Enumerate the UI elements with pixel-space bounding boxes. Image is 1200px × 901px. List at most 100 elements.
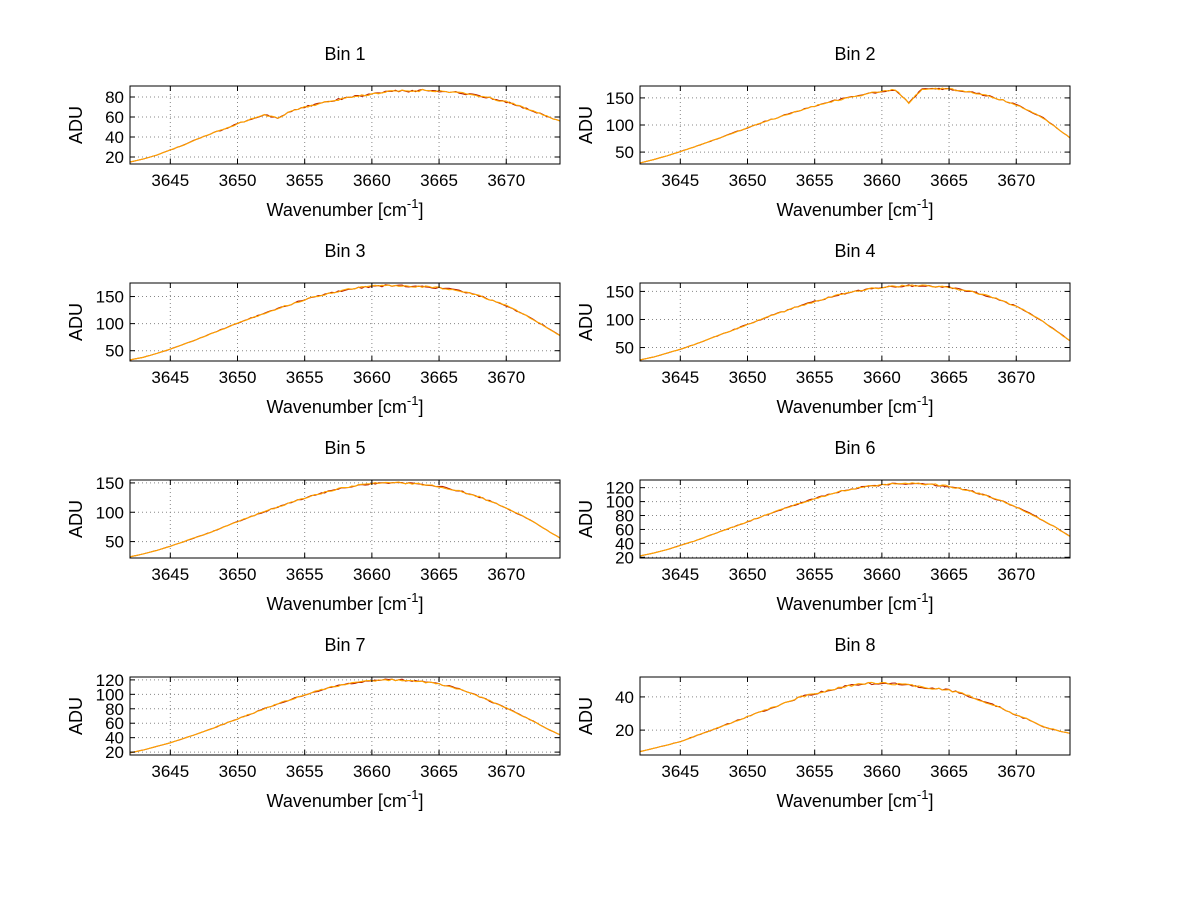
plot-box: 3645 3650 3655 3660 3665 3670 50 100 150 [96,282,561,387]
x-axis-label-superscript: -1 [917,196,929,211]
subplot-bin-7: Bin 7 ADU 3645 3650 3655 3660 3665 3670 20 40 60… [30,631,590,817]
subplot-bin-2: Bin 2 ADU 3645 3650 3655 3660 3665 3670 50 100 1… [540,40,1100,226]
x-axis-label-main: Wavenumber [cm [267,594,407,614]
y-tick-label: 20 [105,148,124,167]
y-tick-label: 150 [96,288,124,307]
subplot-bin-5: Bin 5 ADU 3645 3650 3655 3660 3665 3670 50 100 1… [30,434,590,620]
x-tick-label: 3670 [997,171,1035,190]
x-tick-label: 3655 [796,565,834,584]
curve-group [640,284,1070,361]
spectrum-line-under [640,681,1070,753]
plot-svg-bin-1: Bin 1 ADU 3645 3650 3655 3660 3665 3670 204060… [66,44,561,220]
x-axis-label-superscript: -1 [917,393,929,408]
x-tick-label: 3670 [487,171,525,190]
x-axis-label: Wavenumber [cm-1] [777,196,934,220]
curve-group [130,481,560,558]
y-tick-label: 40 [615,534,634,553]
x-tick-label: 3650 [729,565,767,584]
axes-box [639,479,1071,559]
x-tick-label: 3660 [863,368,901,387]
x-axis-label-superscript: -1 [407,787,419,802]
y-tick-label: 150 [606,89,634,108]
y-tick-label: 80 [105,88,124,107]
curve-group [130,678,560,754]
y-tick-label: 40 [615,688,634,707]
x-axis-label-close: ] [418,594,423,614]
x-axis-label-close: ] [418,791,423,811]
x-axis-label: Wavenumber [cm-1] [267,590,424,614]
chart-title: Bin 3 [324,241,365,261]
spectrum-line [130,284,560,361]
x-axis-label-superscript: -1 [407,393,419,408]
y-tick-label: 100 [96,503,124,522]
x-axis-label-main: Wavenumber [cm [777,397,917,417]
x-axis-label-superscript: -1 [917,787,929,802]
curve-group [130,284,560,361]
curve-group [640,681,1070,753]
axes-box [129,479,561,559]
y-tick-label: 100 [606,493,634,512]
spectrum-line [130,88,560,163]
x-axis-label-main: Wavenumber [cm [267,397,407,417]
plot-svg-bin-5: Bin 5 ADU 3645 3650 3655 3660 3665 3670 50 100 1… [66,438,561,614]
subplot-bin-8: Bin 8 ADU 3645 3650 3655 3660 3665 3670 20 40 W… [540,631,1100,817]
x-axis-label-superscript: -1 [917,590,929,605]
x-axis-label-close: ] [928,594,933,614]
subplot-bin-6: Bin 6 ADU 3645 3650 3655 3660 3665 3670 20 40 60… [540,434,1100,620]
chart-title: Bin 8 [834,635,875,655]
x-tick-label: 3645 [151,368,189,387]
y-tick-label: 50 [105,342,124,361]
chart-title: Bin 6 [834,438,875,458]
y-axis-label: ADU [66,500,86,538]
plot-box: 3645 3650 3655 3660 3665 3670 50 100 150 [96,474,561,584]
y-tick-label: 40 [105,128,124,147]
x-tick-label: 3650 [219,565,257,584]
y-tick-label: 50 [615,339,634,358]
y-tick-label: 20 [615,548,634,567]
axes-box [129,676,561,756]
chart-title: Bin 2 [834,44,875,64]
x-tick-label: 3655 [796,368,834,387]
y-tick-label: 20 [105,743,124,762]
x-axis-label-main: Wavenumber [cm [267,791,407,811]
x-tick-label: 3645 [661,368,699,387]
x-tick-label: 3655 [286,762,324,781]
y-tick-label: 120 [96,671,124,690]
axes-box [639,676,1071,756]
x-tick-label: 3660 [863,171,901,190]
x-tick-label: 3670 [997,762,1035,781]
x-tick-label: 3665 [420,171,458,190]
curve-group [640,87,1070,164]
x-tick-label: 3655 [796,171,834,190]
plot-svg-bin-7: Bin 7 ADU 3645 3650 3655 3660 3665 3670 204060… [66,635,561,811]
x-axis-label-close: ] [928,200,933,220]
x-tick-label: 3660 [863,762,901,781]
plot-box: 3645 3650 3655 3660 3665 3670 20 40 [615,676,1071,781]
x-tick-label: 3650 [729,171,767,190]
x-tick-label: 3655 [286,171,324,190]
x-tick-label: 3645 [661,762,699,781]
spectrum-line [640,284,1070,361]
plot-svg-bin-3: Bin 3 ADU 3645 3650 3655 3660 3665 3670 50 100 1… [66,241,561,417]
x-tick-label: 3655 [796,762,834,781]
x-tick-label: 3665 [930,565,968,584]
x-axis-label-close: ] [928,791,933,811]
x-tick-label: 3645 [661,565,699,584]
y-tick-label: 20 [615,721,634,740]
spectrum-line-under [640,482,1070,557]
x-axis-label: Wavenumber [cm-1] [267,787,424,811]
x-tick-label: 3670 [487,762,525,781]
y-axis-label: ADU [576,500,596,538]
y-tick-label: 50 [615,143,634,162]
y-tick-label: 100 [96,315,124,334]
spectrum-line [640,87,1070,164]
x-axis-label-close: ] [928,397,933,417]
x-axis-label: Wavenumber [cm-1] [267,393,424,417]
subplot-bin-1: Bin 1 ADU 3645 3650 3655 3660 3665 3670 20 40 60… [30,40,590,226]
axes-box [639,282,1071,362]
subplot-bin-3: Bin 3 ADU 3645 3650 3655 3660 3665 3670 50 100 1… [30,237,590,423]
y-tick-label: 150 [606,282,634,301]
x-tick-label: 3665 [420,762,458,781]
x-axis-label: Wavenumber [cm-1] [267,196,424,220]
